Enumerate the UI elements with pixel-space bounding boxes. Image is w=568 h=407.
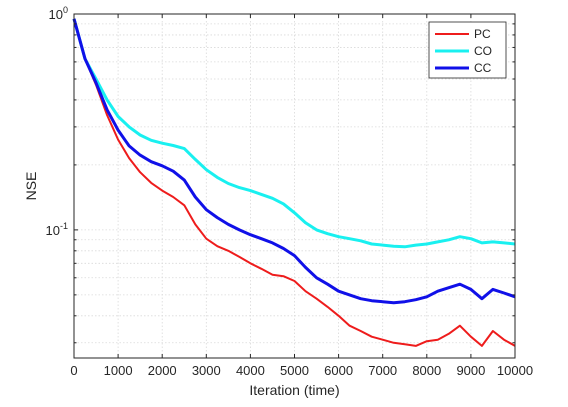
- x-tick-label: 10000: [497, 363, 533, 378]
- x-axis-label: Iteration (time): [249, 382, 339, 398]
- x-tick-label: 4000: [236, 363, 265, 378]
- x-tick-label: 0: [70, 363, 77, 378]
- legend: PC CO CC: [428, 21, 507, 79]
- legend-label-co: CO: [474, 44, 492, 58]
- x-tick-label: 2000: [148, 363, 177, 378]
- series-line-pc: [73, 18, 516, 347]
- legend-label-pc: PC: [474, 27, 491, 41]
- y-tick-label: 100: [49, 5, 68, 22]
- axis-ticks: 0 1000 2000 3000 4000 5000 6000 7000 8000 9000 100…: [46, 5, 534, 378]
- y-tick-label: 10-1: [46, 221, 68, 238]
- legend-label-cc: CC: [474, 61, 492, 75]
- series-layer: [72, 18, 516, 347]
- x-tick-label: 3000: [192, 363, 221, 378]
- x-tick-label: 6000: [324, 363, 353, 378]
- series-line-cc: [72, 18, 516, 305]
- x-tick-label: 8000: [412, 363, 441, 378]
- x-tick-label: 9000: [456, 363, 485, 378]
- x-tick-label: 5000: [280, 363, 309, 378]
- series-line-co: [72, 18, 516, 249]
- x-tick-label: 1000: [104, 363, 133, 378]
- y-axis-label: NSE: [23, 172, 39, 201]
- x-tick-label: 7000: [368, 363, 397, 378]
